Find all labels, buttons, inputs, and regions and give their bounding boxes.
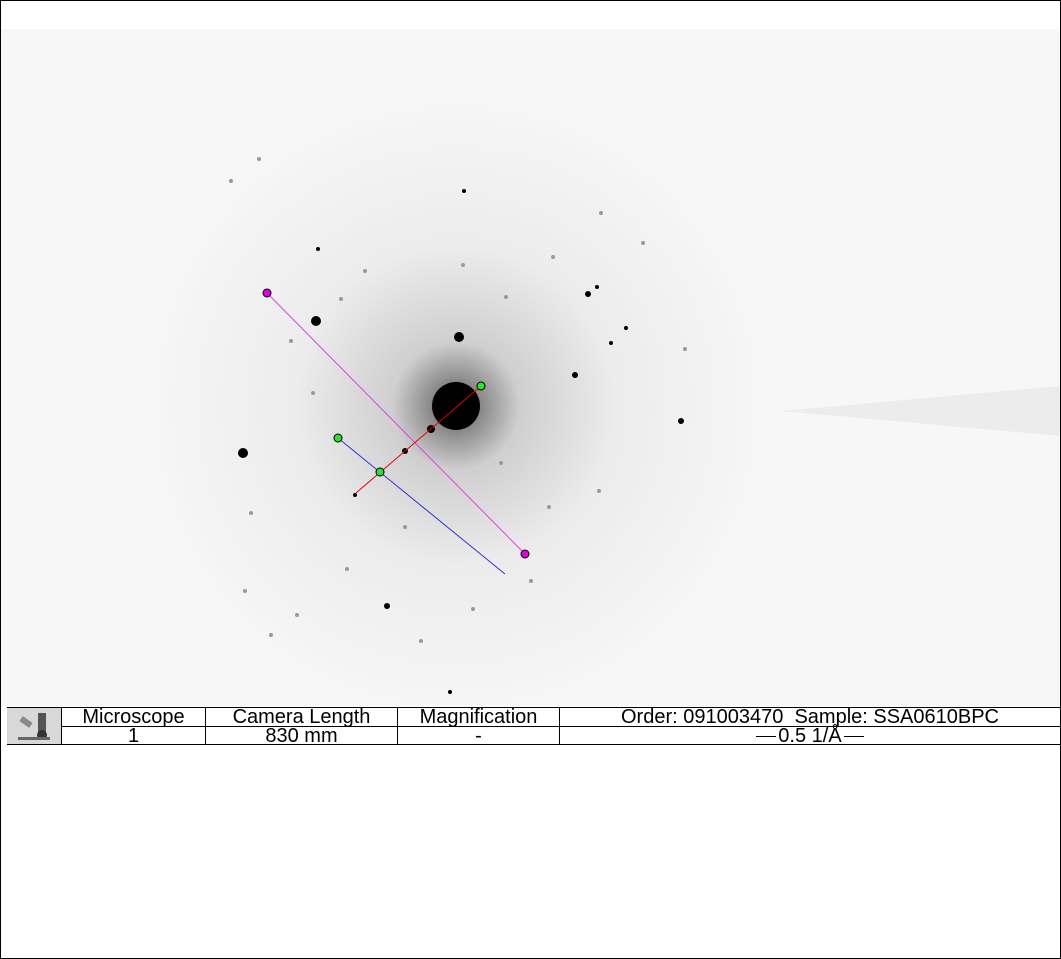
- info-bar: Microscope 1 Camera Length 830 mm Magnif…: [7, 707, 1060, 745]
- handle[interactable]: [521, 550, 529, 558]
- handle[interactable]: [477, 382, 485, 390]
- page: Microscope 1 Camera Length 830 mm Magnif…: [0, 0, 1061, 959]
- handle[interactable]: [376, 468, 384, 476]
- column-value: -: [398, 727, 559, 745]
- microscope-column: Microscope 1: [62, 708, 206, 744]
- scale-label: 0.5 1/Å: [778, 727, 841, 744]
- handle[interactable]: [263, 289, 271, 297]
- camera-length-column: Camera Length 830 mm: [206, 708, 398, 744]
- central-beam: [432, 382, 480, 430]
- column-value: 830 mm: [206, 727, 397, 745]
- microscope-icon[interactable]: [7, 708, 62, 744]
- window: Microscope 1 Camera Length 830 mm Magnif…: [0, 0, 1061, 959]
- icon-graphic: [14, 711, 54, 741]
- scale-bar: 0.5 1/Å: [560, 727, 1060, 744]
- scale-line: [844, 736, 864, 737]
- magnification-column: Magnification -: [398, 708, 560, 744]
- order-column: Order: 091003470 Sample: SSA0610BPC 0.5 …: [560, 708, 1060, 744]
- diffraction-image: [1, 1, 1060, 706]
- top-strip: [1, 1, 1060, 29]
- column-value: 1: [62, 727, 205, 745]
- handle[interactable]: [334, 434, 342, 442]
- scale-line: [756, 736, 776, 737]
